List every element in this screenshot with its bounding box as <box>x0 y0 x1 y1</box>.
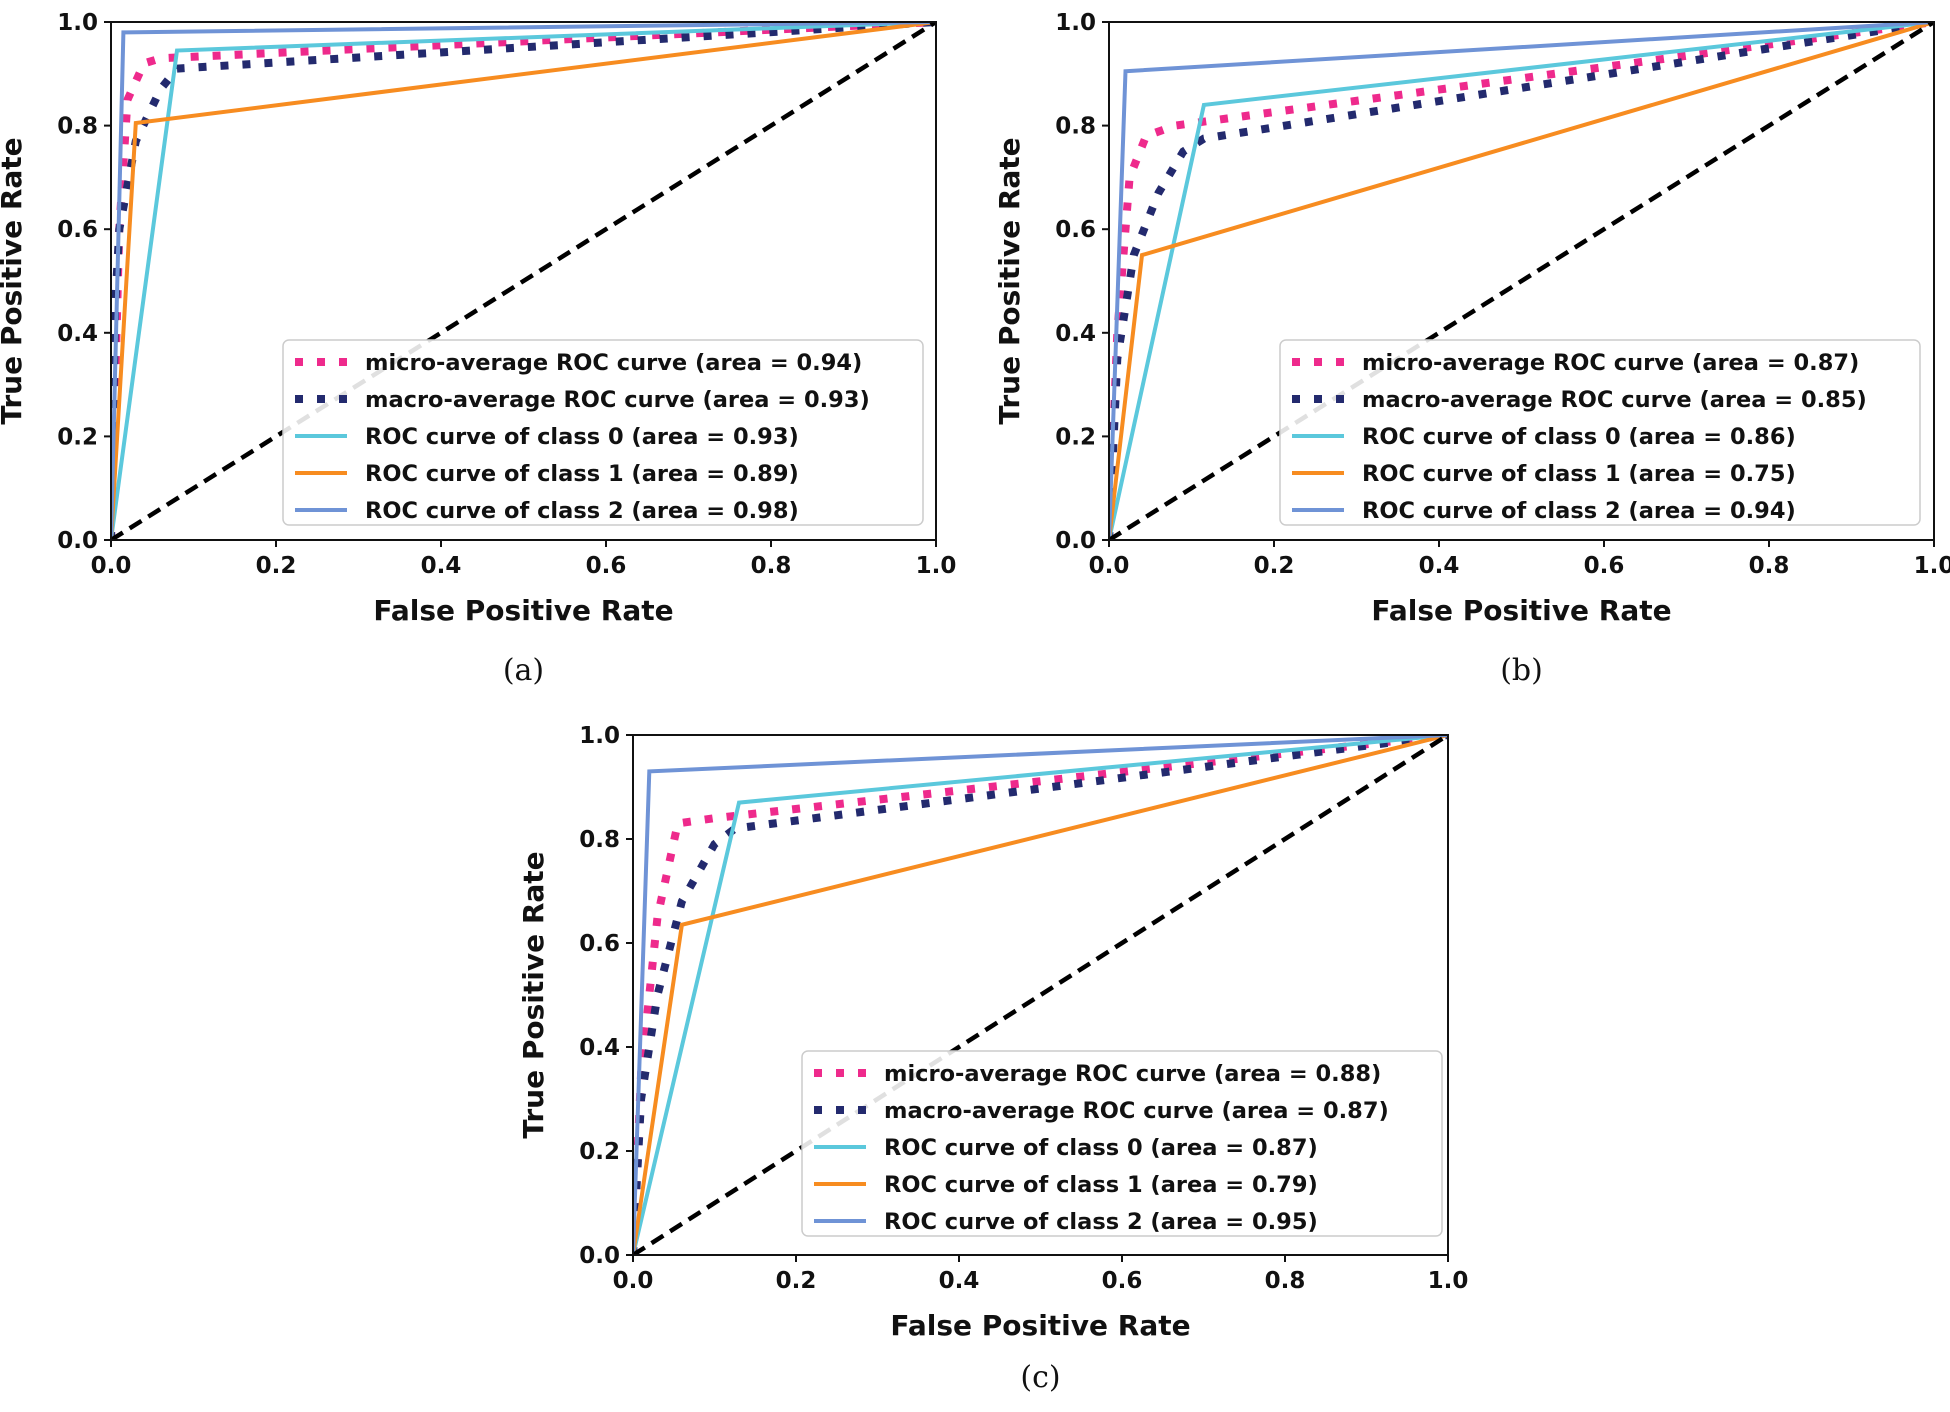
x-tick-label: 0.8 <box>1265 1268 1306 1294</box>
y-tick-label: 0.6 <box>1055 217 1096 243</box>
plot-area <box>633 735 1448 1255</box>
roc-curve-class-2 <box>1109 22 1934 540</box>
legend-entry-label: ROC curve of class 2 (area = 0.95) <box>884 1209 1318 1235</box>
legend: micro-average ROC curve (area = 0.94) mac… <box>282 339 924 526</box>
legend-entry-label: micro-average ROC curve (area = 0.87) <box>1362 350 1859 376</box>
y-axis-label: True Positive Rate <box>993 137 1026 424</box>
x-tick-label: 0.2 <box>776 1268 817 1294</box>
x-tick-label: 0.4 <box>1419 553 1460 579</box>
panel-caption: (a) <box>503 653 544 688</box>
x-axis-label: False Positive Rate <box>1371 594 1671 627</box>
y-tick-label: 0.6 <box>579 931 620 957</box>
legend: micro-average ROC curve (area = 0.87) mac… <box>1279 339 1921 526</box>
y-tick-label: 0.8 <box>579 827 620 853</box>
roc-curve-class-0 <box>111 22 936 540</box>
y-tick-label: 0.8 <box>1055 114 1096 140</box>
legend-entry-label: ROC curve of class 2 (area = 0.98) <box>365 498 799 524</box>
roc-curve-class-2 <box>633 735 1448 1255</box>
legend-entry-label: ROC curve of class 2 (area = 0.94) <box>1362 498 1796 524</box>
roc-curve-class-1 <box>111 22 936 540</box>
legend-entry-label: macro-average ROC curve (area = 0.87) <box>884 1098 1389 1124</box>
y-tick-label: 0.2 <box>57 424 98 450</box>
roc-panel-c: 0.0 0.2 0.4 0.6 0.8 1.0 0.0 0.2 0.4 0.6 0.8 1.0 Fals… <box>517 723 1468 1395</box>
x-tick-label: 0.2 <box>256 553 297 579</box>
x-tick-label: 0.8 <box>1749 553 1790 579</box>
roc-curve-class-1 <box>1109 22 1934 540</box>
x-tick-label: 1.0 <box>916 553 957 579</box>
legend-box <box>801 1050 1443 1237</box>
legend-box <box>1279 339 1921 526</box>
roc-curve-class-0 <box>633 735 1448 1255</box>
x-tick-label: 0.2 <box>1254 553 1295 579</box>
legend-entry-label: macro-average ROC curve (area = 0.93) <box>365 387 870 413</box>
plot-area <box>111 22 936 540</box>
roc-curve-class-2 <box>111 22 936 540</box>
roc-panel-a: 0.0 0.2 0.4 0.6 0.8 1.0 0.0 0.2 0.4 0.6 0.8 1.0 Fals… <box>0 10 956 688</box>
x-tick-label: 0.0 <box>613 1268 654 1294</box>
x-tick-label: 0.4 <box>421 553 462 579</box>
x-tick-label: 0.0 <box>1089 553 1130 579</box>
x-axis-label: False Positive Rate <box>373 594 673 627</box>
y-tick-label: 0.0 <box>57 528 98 554</box>
panel-caption: (c) <box>1020 1360 1060 1395</box>
axes-frame <box>1108 21 1935 541</box>
x-tick-label: 1.0 <box>1914 553 1950 579</box>
roc-curve-class-0 <box>1109 22 1934 540</box>
legend-entry-label: ROC curve of class 1 (area = 0.79) <box>884 1172 1318 1198</box>
chance-diagonal-line <box>111 22 936 540</box>
y-axis-label: True Positive Rate <box>0 137 28 424</box>
legend: micro-average ROC curve (area = 0.88) mac… <box>801 1050 1443 1237</box>
legend-entry-label: ROC curve of class 0 (area = 0.93) <box>365 424 799 450</box>
x-tick-label: 0.8 <box>751 553 792 579</box>
legend-entry-label: macro-average ROC curve (area = 0.85) <box>1362 387 1867 413</box>
legend-entry-label: micro-average ROC curve (area = 0.88) <box>884 1061 1381 1087</box>
roc-panel-b: 0.0 0.2 0.4 0.6 0.8 1.0 0.0 0.2 0.4 0.6 0.8 1.0 Fals… <box>993 10 1950 688</box>
y-tick-label: 0.4 <box>1055 321 1096 347</box>
roc-curve-class-1 <box>633 735 1448 1255</box>
y-tick-label: 1.0 <box>579 723 620 749</box>
plot-area <box>1109 22 1934 540</box>
y-tick-label: 0.8 <box>57 114 98 140</box>
y-tick-label: 1.0 <box>1055 10 1096 36</box>
legend-entry-label: ROC curve of class 0 (area = 0.87) <box>884 1135 1318 1161</box>
y-tick-label: 0.4 <box>57 321 98 347</box>
x-tick-label: 1.0 <box>1428 1268 1469 1294</box>
y-axis-label: True Positive Rate <box>517 851 550 1138</box>
legend-entry-label: micro-average ROC curve (area = 0.94) <box>365 350 862 376</box>
x-axis-label: False Positive Rate <box>890 1309 1190 1342</box>
legend-entry-label: ROC curve of class 1 (area = 0.89) <box>365 461 799 487</box>
y-tick-label: 0.2 <box>1055 424 1096 450</box>
y-tick-label: 0.0 <box>1055 528 1096 554</box>
axes-frame <box>632 734 1449 1256</box>
macro-average-curve <box>633 735 1448 1255</box>
x-tick-label: 0.6 <box>586 553 627 579</box>
x-tick-label: 0.6 <box>1584 553 1625 579</box>
legend-entry-label: ROC curve of class 1 (area = 0.75) <box>1362 461 1796 487</box>
y-tick-label: 0.4 <box>579 1035 620 1061</box>
panel-caption: (b) <box>1500 653 1543 688</box>
x-tick-label: 0.4 <box>939 1268 980 1294</box>
legend-box <box>282 339 924 526</box>
chance-diagonal-line <box>633 735 1448 1255</box>
legend-entry-label: ROC curve of class 0 (area = 0.86) <box>1362 424 1796 450</box>
y-tick-label: 0.6 <box>57 217 98 243</box>
axes-frame <box>110 21 937 541</box>
micro-average-curve <box>633 735 1448 1255</box>
x-tick-label: 0.6 <box>1102 1268 1143 1294</box>
chance-diagonal-line <box>1109 22 1934 540</box>
y-tick-label: 0.0 <box>579 1243 620 1269</box>
x-tick-label: 0.0 <box>91 553 132 579</box>
y-tick-label: 1.0 <box>57 10 98 36</box>
y-tick-label: 0.2 <box>579 1139 620 1165</box>
